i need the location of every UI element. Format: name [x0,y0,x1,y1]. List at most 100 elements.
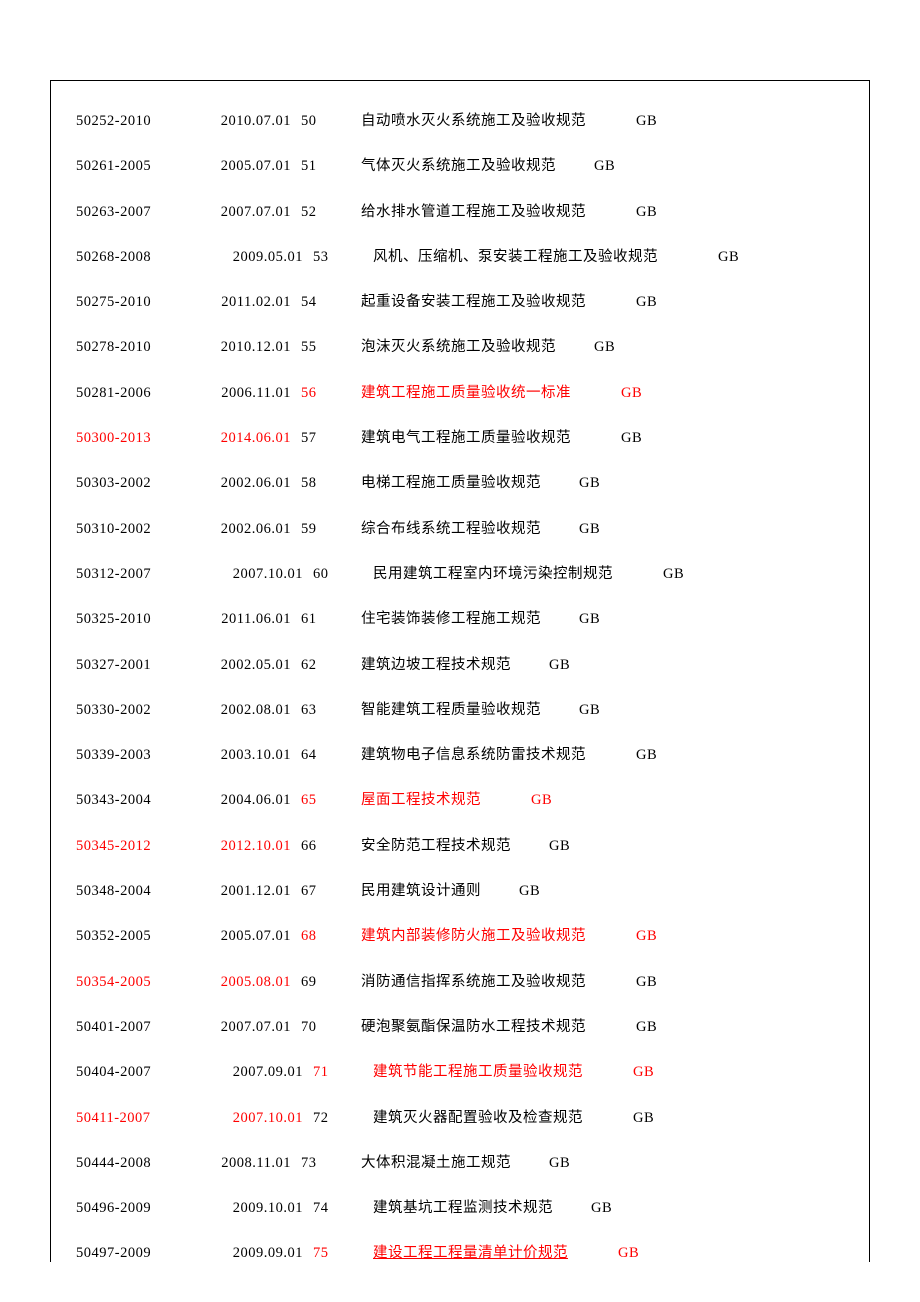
standard-gb: GB [594,339,615,355]
standard-row: 50404-20072007.09.0171建筑节能工程施工质量验收规范GB [76,1062,844,1082]
standard-row: 50252-20102010.07.0150自动喷水灭火系统施工及验收规范GB [76,111,844,131]
standard-code: 50339-2003 [76,745,191,765]
standard-code: 50330-2002 [76,700,191,720]
standard-title-block: 建筑节能工程施工质量验收规范GB [373,1062,844,1082]
standard-title-block: 气体灭火系统施工及验收规范GB [361,156,844,176]
standard-gb: GB [579,521,600,537]
standard-title: 风机、压缩机、泵安装工程施工及验收规范 [373,249,658,265]
standard-title: 硬泡聚氨酯保温防水工程技术规范 [361,1019,586,1035]
standard-title: 安全防范工程技术规范 [361,838,511,854]
standard-gb: GB [636,747,657,763]
standard-row: 50348-20042001.12.0167民用建筑设计通则GB [76,881,844,901]
standard-gb: GB [591,1200,612,1216]
standard-seq: 63 [301,700,336,720]
standard-title-block: 硬泡聚氨酯保温防水工程技术规范 GB [361,1017,844,1037]
standard-seq: 55 [301,337,336,357]
standard-gb: GB [594,158,615,174]
standard-seq: 56 [301,383,336,403]
standard-gb: GB [636,1019,657,1035]
standard-code: 50497-2009 [76,1243,191,1262]
standard-date: 2009.10.01 [203,1198,303,1218]
standard-title: 建筑物电子信息系统防雷技术规范 [361,747,586,763]
standard-date: 2005.08.01 [191,972,291,992]
standard-date: 2010.07.01 [191,111,291,131]
standard-seq: 70 [301,1017,336,1037]
standard-date: 2008.11.01 [191,1153,291,1173]
standard-seq: 62 [301,655,336,675]
standard-gb: GB [636,113,657,129]
standard-title: 建筑边坡工程技术规范 [361,657,511,673]
standard-seq: 66 [301,836,336,856]
standard-title-block: 电梯工程施工质量验收规范 GB [361,473,844,493]
standard-row: 50343-20042004.06.0165屋面工程技术规范GB [76,790,844,810]
standard-title: 建筑灭火器配置验收及检查规范 [373,1110,583,1126]
standard-row: 50325-20102011.06.0161住宅装饰装修工程施工规范GB [76,609,844,629]
standard-row: 50303-20022002.06.0158电梯工程施工质量验收规范GB [76,473,844,493]
standard-title-block: 给水排水管道工程施工及验收规范GB [361,202,844,222]
standards-list: 50252-20102010.07.0150自动喷水灭火系统施工及验收规范GB5… [50,80,870,1262]
standard-row: 50310-20022002.06.0159综合布线系统工程验收规范GB [76,519,844,539]
standard-title: 起重设备安装工程施工及验收规范 [361,294,586,310]
standard-row: 50330-20022002.08.0163智能建筑工程质量验收规范GB [76,700,844,720]
standard-date: 2011.06.01 [191,609,291,629]
standard-code: 50261-2005 [76,156,191,176]
standard-title: 消防通信指挥系统施工及验收规范 [361,974,586,990]
standard-gb: GB [621,385,642,401]
standard-title-block: 建筑工程施工质量验收统一标准 GB [361,383,844,403]
standard-gb: GB [718,249,739,265]
standard-seq: 74 [313,1198,348,1218]
standard-code: 50401-2007 [76,1017,191,1037]
standard-row: 50497-20092009.09.0175建设工程工程量清单计价规范GB [76,1243,844,1262]
standard-title: 自动喷水灭火系统施工及验收规范 [361,113,586,129]
standard-row: 50312-20072007.10.0160民用建筑工程室内环境污染控制规范GB [76,564,844,584]
standard-gb: GB [549,1155,570,1171]
standard-code: 50268-2008 [76,247,191,267]
standard-gb: GB [579,702,600,718]
standard-date: 2002.06.01 [191,473,291,493]
standard-date: 2012.10.01 [191,836,291,856]
standard-gb: GB [633,1110,654,1126]
standard-title-block: 民用建筑工程室内环境污染控制规范GB [373,564,844,584]
standard-row: 50275-20102011.02.0154起重设备安装工程施工及验收规范GB [76,292,844,312]
standard-title: 电梯工程施工质量验收规范 [361,475,541,491]
standard-title-block: 民用建筑设计通则GB [361,881,844,901]
standard-date: 2007.09.01 [203,1062,303,1082]
standard-title-block: 智能建筑工程质量验收规范GB [361,700,844,720]
standard-code: 50327-2001 [76,655,191,675]
standard-seq: 64 [301,745,336,765]
standard-title: 建设工程工程量清单计价规范 [373,1245,568,1261]
standard-title: 建筑工程施工质量验收统一标准 [361,385,571,401]
standard-title-block: 建筑物电子信息系统防雷技术规范 GB [361,745,844,765]
standard-gb: GB [579,611,600,627]
standard-seq: 54 [301,292,336,312]
standard-row: 50263-20072007.07.0152给水排水管道工程施工及验收规范GB [76,202,844,222]
standard-seq: 71 [313,1062,348,1082]
standard-seq: 75 [313,1243,348,1262]
standard-date: 2006.11.01 [191,383,291,403]
standard-title: 建筑内部装修防火施工及验收规范 [361,928,586,944]
standard-code: 50496-2009 [76,1198,191,1218]
standard-title-block: 建筑灭火器配置验收及检查规范 GB [373,1108,844,1128]
standard-code: 50252-2010 [76,111,191,131]
standard-title-block: 建筑电气工程施工质量验收规范GB [361,428,844,448]
standard-gb: GB [579,475,600,491]
standard-code: 50312-2007 [76,564,191,584]
standard-gb: GB [636,974,657,990]
standard-date: 2007.10.01 [203,564,303,584]
standard-title-block: 消防通信指挥系统施工及验收规范 GB [361,972,844,992]
standard-code: 50278-2010 [76,337,191,357]
standard-title: 建筑基坑工程监测技术规范 [373,1200,553,1216]
standard-date: 2003.10.01 [191,745,291,765]
standard-code: 50444-2008 [76,1153,191,1173]
standard-seq: 72 [313,1108,348,1128]
standard-seq: 52 [301,202,336,222]
standard-title: 屋面工程技术规范 [361,792,481,808]
standard-title: 民用建筑工程室内环境污染控制规范 [373,566,613,582]
standard-seq: 69 [301,972,336,992]
standard-row: 50261-20052005.07.0151气体灭火系统施工及验收规范GB [76,156,844,176]
standard-gb: GB [549,657,570,673]
standard-code: 50343-2004 [76,790,191,810]
standard-title-block: 建筑内部装修防火施工及验收规范GB [361,926,844,946]
standard-title: 综合布线系统工程验收规范 [361,521,541,537]
standard-row: 50354-20052005.08.0169消防通信指挥系统施工及验收规范GB [76,972,844,992]
